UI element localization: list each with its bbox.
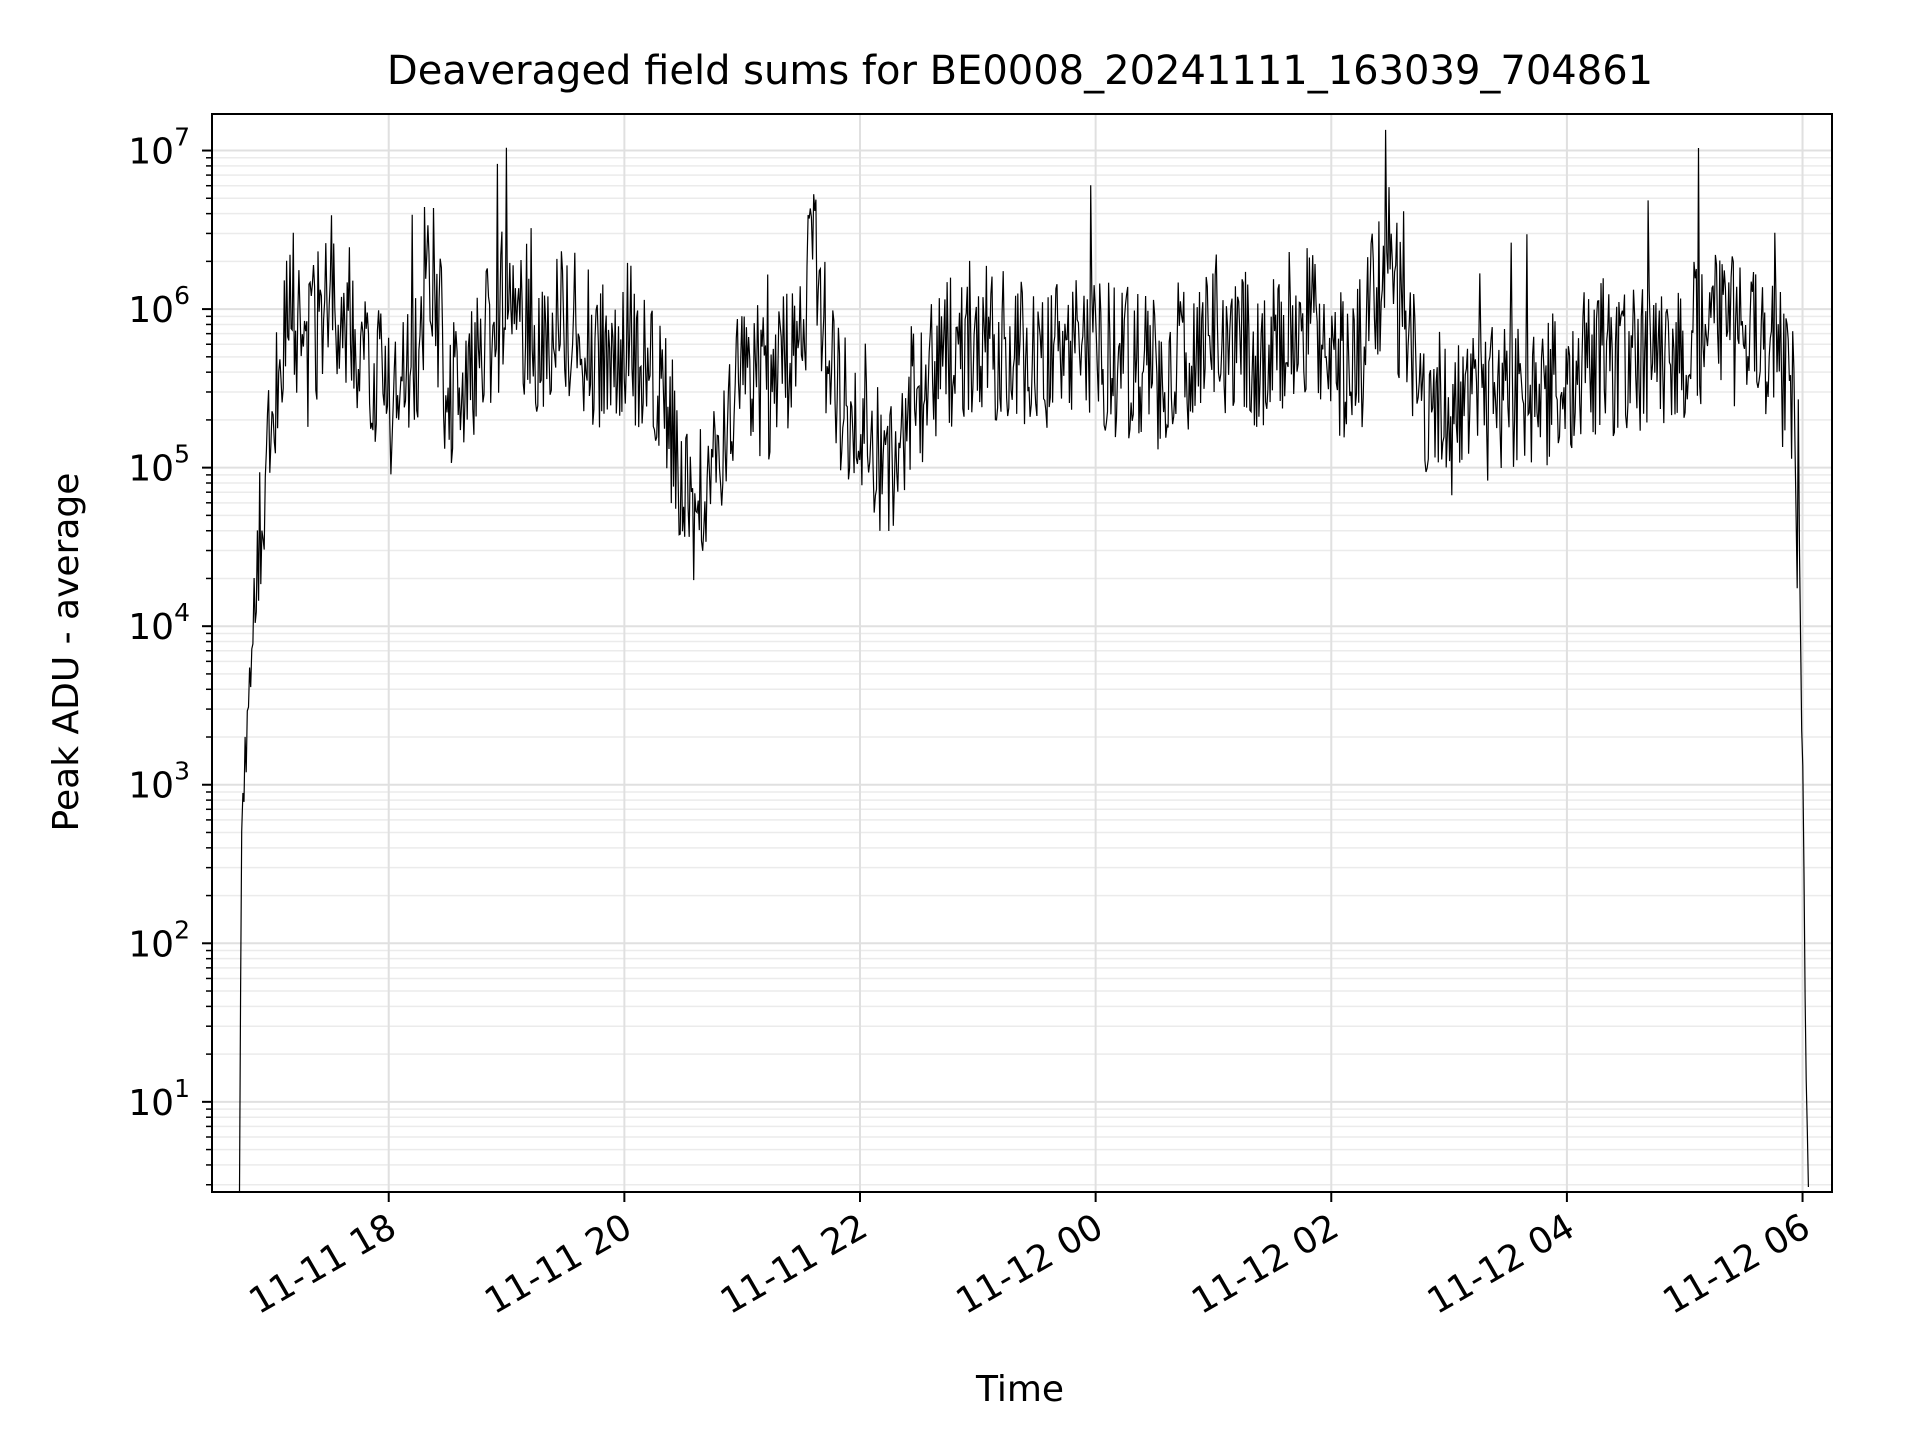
series-line <box>238 129 1809 1193</box>
y-axis: 101 102 103 104 105 106 107 <box>128 123 212 1186</box>
chart-title: Deaveraged field sums for BE0008_2024111… <box>387 48 1653 94</box>
y-tick-label: 103 <box>128 757 190 807</box>
x-axis-label: Time <box>975 1369 1064 1410</box>
y-axis-label: Peak ADU - average <box>46 473 87 832</box>
y-tick-label: 101 <box>128 1074 190 1124</box>
plot-frame <box>211 113 1833 1193</box>
y-tick-label: 107 <box>128 123 190 173</box>
minor-grid <box>212 157 1832 1186</box>
y-tick-label: 106 <box>128 281 190 331</box>
y-tick-label: 105 <box>128 440 190 490</box>
y-tick-label: 102 <box>128 915 190 965</box>
series-group <box>238 129 1809 1193</box>
y-tick-label: 104 <box>128 598 190 648</box>
major-grid <box>212 114 1832 1192</box>
